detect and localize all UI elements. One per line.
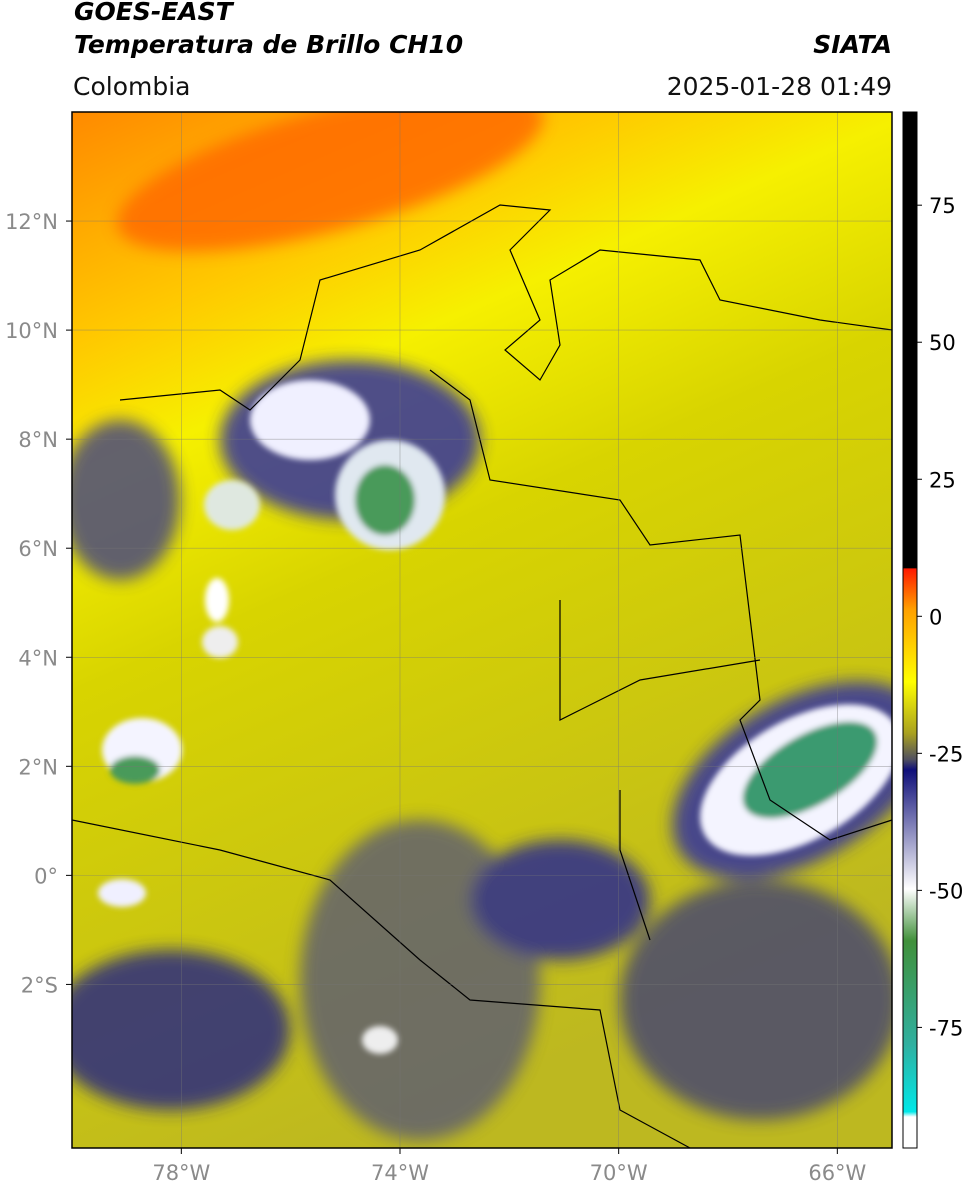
title: GOES-EAST — [74, 0, 235, 26]
y-tick-label: 4°N — [18, 646, 58, 670]
y-tick-label: 8°N — [18, 428, 58, 452]
x-tick-label: 70°W — [590, 1161, 648, 1185]
colorbar — [902, 111, 918, 1149]
y-tick-label: 2°N — [18, 755, 58, 779]
region: Colombia — [73, 72, 190, 101]
datetime: 2025-01-28 01:49 — [667, 72, 892, 101]
colorbar-tick-label: -75 — [929, 1016, 963, 1040]
x-tick-label: 66°W — [808, 1161, 866, 1185]
colorbar-tick-label: 0 — [929, 605, 942, 629]
colorbar-tick-label: 25 — [929, 468, 956, 492]
y-tick-label: 12°N — [5, 210, 58, 234]
x-tick-label: 74°W — [371, 1161, 429, 1185]
satellite-image — [72, 112, 892, 1148]
grid — [72, 112, 892, 1148]
subtitle: Temperatura de Brillo CH10 — [74, 30, 463, 59]
colorbar-tick-label: -50 — [929, 879, 963, 903]
y-tick-label: 2°S — [21, 973, 58, 997]
x-tick-label: 78°W — [152, 1161, 210, 1185]
borders — [72, 204, 892, 1148]
colorbar-tick-label: -25 — [929, 742, 963, 766]
map-frame — [71, 111, 893, 1149]
colorbar-tick-label: 50 — [929, 331, 956, 355]
y-tick-label: 10°N — [5, 319, 58, 343]
source: SIATA — [813, 30, 892, 59]
y-tick-label: 0° — [34, 864, 58, 888]
y-tick-label: 6°N — [18, 537, 58, 561]
colorbar-tick-label: 75 — [929, 194, 956, 218]
